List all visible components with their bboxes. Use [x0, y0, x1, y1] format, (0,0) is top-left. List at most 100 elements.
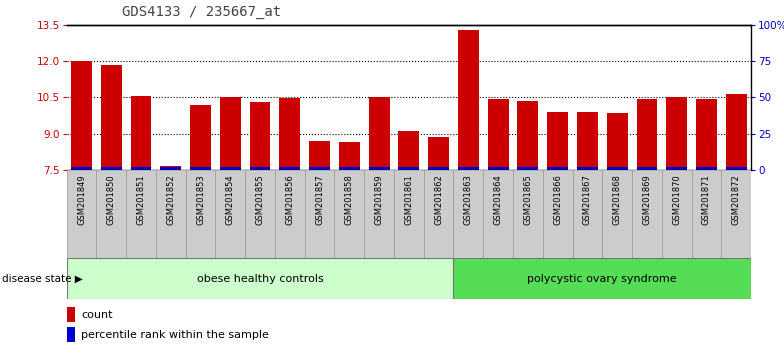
Bar [394, 170, 423, 258]
Bar [220, 167, 241, 170]
Bar [458, 167, 479, 170]
Bar [335, 170, 365, 258]
Bar [67, 258, 453, 299]
Bar [398, 131, 419, 170]
Text: polycystic ovary syndrome: polycystic ovary syndrome [528, 274, 677, 284]
Bar [428, 137, 449, 170]
Text: GSM201856: GSM201856 [285, 174, 294, 225]
Bar [572, 170, 602, 258]
Bar [488, 167, 509, 170]
Bar [453, 258, 751, 299]
Bar [547, 167, 568, 170]
Bar [131, 96, 151, 170]
Text: GSM201861: GSM201861 [405, 174, 413, 225]
Text: GSM201853: GSM201853 [196, 174, 205, 225]
Bar [71, 61, 92, 170]
Bar [131, 167, 151, 170]
Bar [577, 167, 598, 170]
Bar [71, 167, 92, 170]
Bar [216, 170, 245, 258]
Bar [191, 167, 211, 170]
Bar [220, 97, 241, 170]
Bar [339, 142, 360, 170]
Bar [368, 97, 390, 170]
Bar [513, 170, 543, 258]
Bar [279, 98, 300, 170]
Bar [602, 170, 632, 258]
Text: disease state ▶: disease state ▶ [2, 274, 82, 284]
Text: GSM201870: GSM201870 [672, 174, 681, 225]
Bar [368, 167, 390, 170]
Bar [666, 167, 687, 170]
Bar [517, 167, 539, 170]
Bar [453, 170, 483, 258]
Text: GSM201871: GSM201871 [702, 174, 711, 225]
Bar [186, 170, 216, 258]
Text: GSM201854: GSM201854 [226, 174, 235, 225]
Bar [577, 112, 598, 170]
Text: GSM201849: GSM201849 [77, 174, 86, 225]
Bar [101, 167, 122, 170]
Text: GDS4133 / 235667_at: GDS4133 / 235667_at [122, 5, 281, 19]
Bar [691, 170, 721, 258]
Bar [101, 65, 122, 170]
Bar [249, 167, 270, 170]
Bar [696, 167, 717, 170]
Bar [726, 167, 746, 170]
Bar [305, 170, 335, 258]
Text: GSM201862: GSM201862 [434, 174, 443, 225]
Bar [517, 101, 539, 170]
Bar [662, 170, 691, 258]
Text: GSM201868: GSM201868 [612, 174, 622, 225]
Bar [275, 170, 305, 258]
Bar [637, 98, 657, 170]
Bar [245, 170, 275, 258]
Text: GSM201864: GSM201864 [494, 174, 503, 225]
Text: GSM201858: GSM201858 [345, 174, 354, 225]
Text: GSM201850: GSM201850 [107, 174, 116, 225]
Bar [607, 167, 627, 170]
Bar [721, 170, 751, 258]
Bar [637, 167, 657, 170]
Text: percentile rank within the sample: percentile rank within the sample [82, 330, 269, 339]
Bar [191, 105, 211, 170]
Bar [309, 141, 330, 170]
Bar [67, 307, 75, 322]
Bar [126, 170, 156, 258]
Bar [632, 170, 662, 258]
Bar [96, 170, 126, 258]
Bar [428, 167, 449, 170]
Bar [483, 170, 513, 258]
Bar [365, 170, 394, 258]
Text: obese healthy controls: obese healthy controls [197, 274, 324, 284]
Text: GSM201866: GSM201866 [554, 174, 562, 225]
Text: GSM201869: GSM201869 [642, 174, 652, 225]
Text: GSM201855: GSM201855 [256, 174, 264, 225]
Text: GSM201865: GSM201865 [524, 174, 532, 225]
Bar [161, 167, 181, 170]
Text: GSM201863: GSM201863 [464, 174, 473, 225]
Bar [607, 113, 627, 170]
Bar [423, 170, 453, 258]
Text: count: count [82, 309, 113, 320]
Bar [339, 167, 360, 170]
Bar [249, 102, 270, 170]
Bar [67, 170, 96, 258]
Bar [309, 167, 330, 170]
Bar [726, 94, 746, 170]
Bar [67, 327, 75, 342]
Bar [458, 30, 479, 170]
Bar [156, 170, 186, 258]
Bar [666, 97, 687, 170]
Text: GSM201851: GSM201851 [136, 174, 146, 225]
Bar [488, 98, 509, 170]
Text: GSM201859: GSM201859 [375, 174, 383, 225]
Text: GSM201857: GSM201857 [315, 174, 324, 225]
Bar [547, 112, 568, 170]
Bar [696, 98, 717, 170]
Bar [161, 166, 181, 170]
Text: GSM201852: GSM201852 [166, 174, 176, 225]
Text: GSM201867: GSM201867 [583, 174, 592, 225]
Bar [279, 167, 300, 170]
Text: GSM201872: GSM201872 [731, 174, 741, 225]
